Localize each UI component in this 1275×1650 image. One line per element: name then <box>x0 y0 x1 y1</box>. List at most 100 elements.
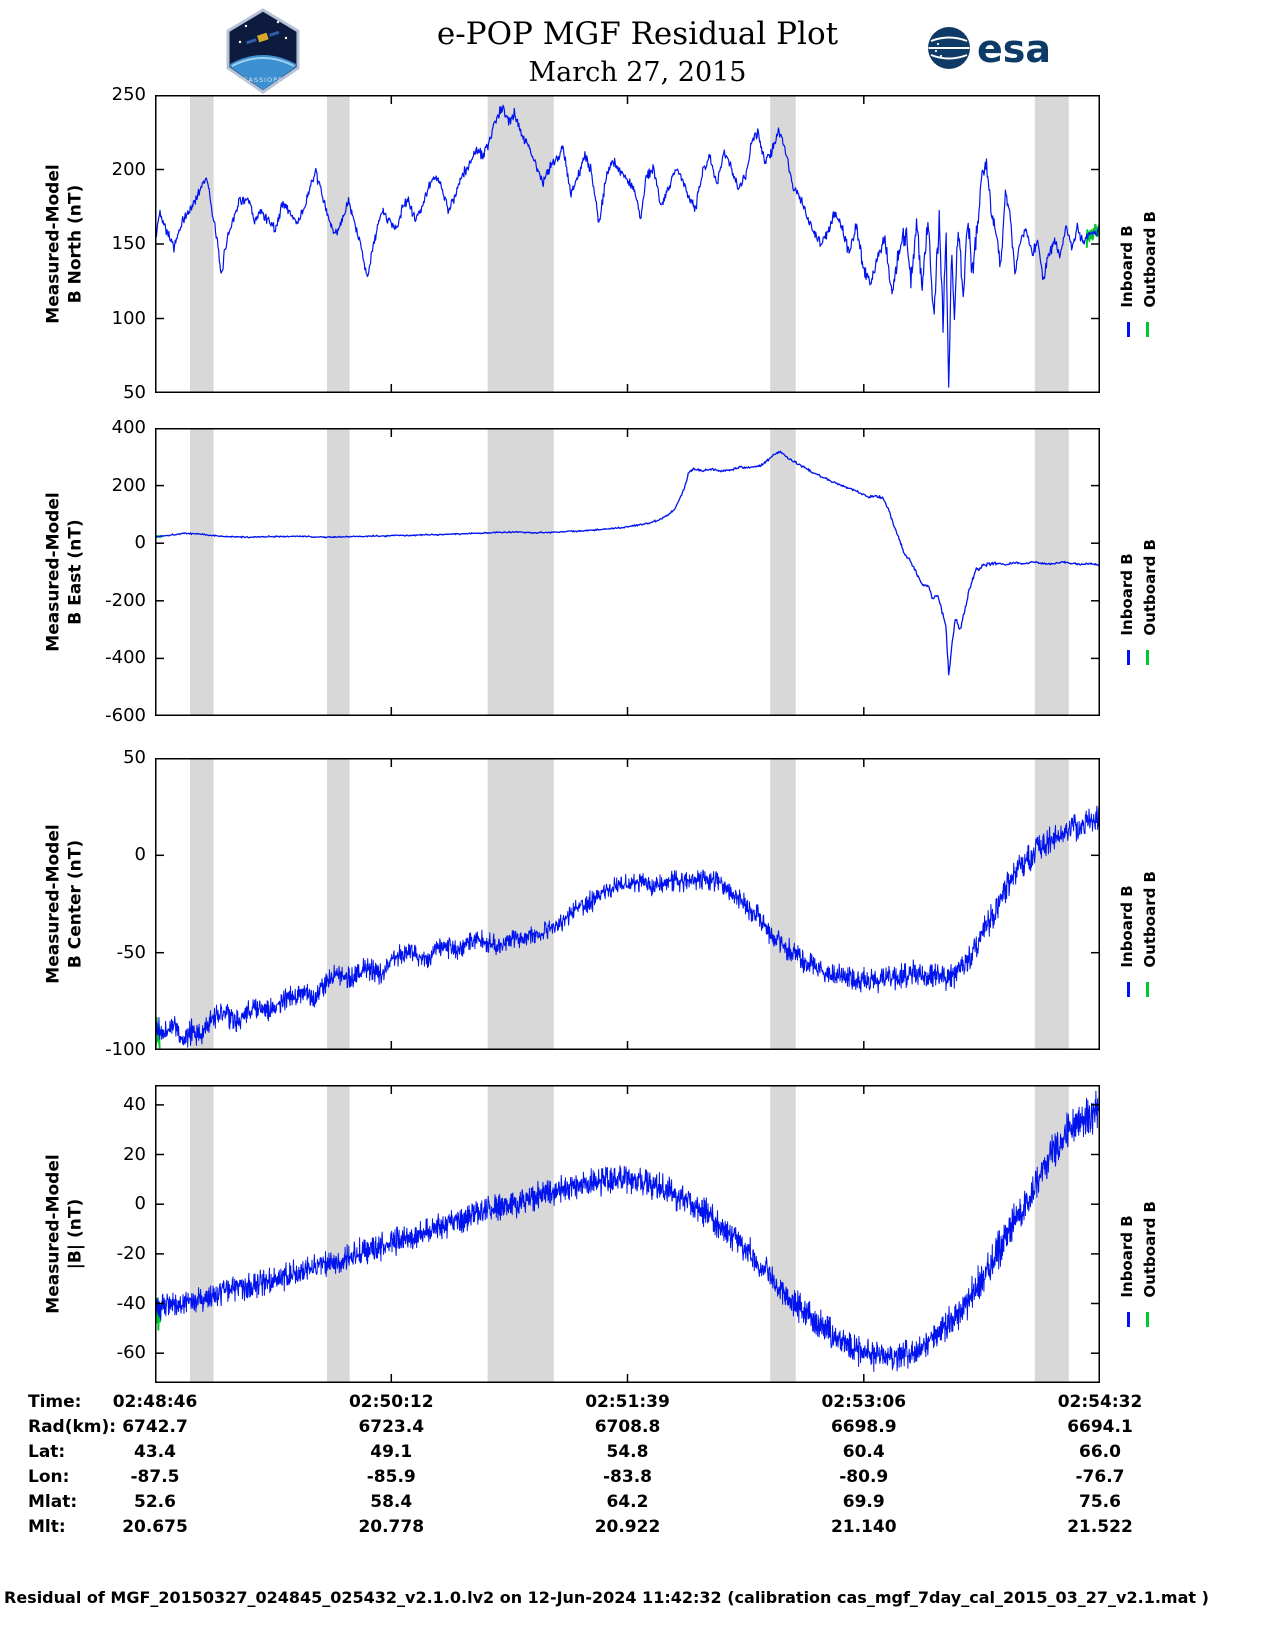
table-cell: 6708.8 <box>594 1417 661 1437</box>
legend-b-center: Inboard B Outboard B <box>1103 758 1173 1050</box>
legend-label-outboard-b: Outboard B <box>1140 539 1159 636</box>
y-tick-label: 40 <box>123 1093 146 1115</box>
esa-logo: esa <box>928 27 1050 71</box>
page-subtitle: March 27, 2015 <box>528 57 747 88</box>
y-tick-label: -60 <box>116 1342 146 1364</box>
table-cell: 58.4 <box>370 1492 413 1512</box>
table-cell: 54.8 <box>606 1442 649 1462</box>
table-cell: 6723.4 <box>358 1417 425 1437</box>
legend-b-north: Inboard B Outboard B <box>1103 95 1173 393</box>
table-cell: 21.522 <box>1067 1517 1133 1537</box>
table-cell: 02:50:12 <box>348 1392 434 1412</box>
y-tick-label: -200 <box>105 589 146 611</box>
table-row-lon: Lon: -87.5 -85.9 -83.8 -80.9 -76.7 <box>0 1467 1275 1492</box>
table-row-label: Mlt: <box>28 1517 66 1537</box>
y-tick-label: 0 <box>134 844 146 866</box>
table-cell: 52.6 <box>134 1492 176 1512</box>
plot-area-b-east <box>155 428 1100 716</box>
y-tick-label: 50 <box>123 382 146 403</box>
legend-label-inboard-b: Inboard B <box>1117 1215 1136 1298</box>
table-cell: -87.5 <box>130 1467 180 1487</box>
satellite-icon <box>246 30 280 45</box>
panel-b-magnitude: Measured-Model |B| (nT) 40 20 0 -20 -40 -60 Inbo… <box>0 1085 1275 1383</box>
table-cell: 02:48:46 <box>112 1392 198 1412</box>
cassiope-earth <box>230 55 296 90</box>
table-cell: 20.675 <box>122 1517 188 1537</box>
star-dot <box>238 40 242 44</box>
table-row-label: Lon: <box>28 1467 70 1487</box>
footer-caption: Residual of MGF_20150327_024845_025432_v… <box>4 1588 1209 1607</box>
table-cell: 6698.9 <box>830 1417 897 1437</box>
table-cell: 69.9 <box>842 1492 885 1512</box>
table-cell: -76.7 <box>1075 1467 1125 1487</box>
inboard-b-trace <box>155 1090 1100 1372</box>
y-tick-label: 0 <box>134 532 146 554</box>
inboard-b-trace <box>155 450 1100 676</box>
y-axis-label-wrap-b-center: Measured-Model B Center (nT) <box>30 758 100 1050</box>
y-axis-label-b-east: Measured-Model B East (nT) <box>44 492 86 652</box>
y-axis-label-wrap-b-magnitude: Measured-Model |B| (nT) <box>30 1085 100 1383</box>
y-tick-label: 0 <box>134 1193 146 1215</box>
y-tick-label: -600 <box>105 705 146 726</box>
legend-marker-inboard-icon <box>1127 321 1130 337</box>
star-dot <box>244 24 248 28</box>
esa-wordmark: esa <box>977 27 1050 71</box>
table-cell: 75.6 <box>1079 1492 1121 1512</box>
table-row-lat: Lat: 43.4 49.1 54.8 60.4 66.0 <box>0 1442 1275 1467</box>
table-cell: 02:54:32 <box>1057 1392 1143 1412</box>
y-tick-label: 20 <box>123 1143 146 1165</box>
legend-marker-outboard-icon <box>1146 321 1149 337</box>
y-axis-label-b-center: Measured-Model B Center (nT) <box>44 824 86 984</box>
table-row-mlt: Mlt: 20.675 20.778 20.922 21.140 21.522 <box>0 1517 1275 1542</box>
table-cell: 6742.7 <box>122 1417 188 1437</box>
panel-b-east: Measured-Model B East (nT) 400 200 0 -200 -400… <box>0 417 1275 726</box>
table-cell: -83.8 <box>603 1467 652 1487</box>
cassiope-label: CASSIOPE <box>243 76 283 84</box>
table-row-label: Time: <box>28 1392 82 1412</box>
y-axis-label-b-magnitude: Measured-Model |B| (nT) <box>44 1154 86 1314</box>
table-cell: 20.778 <box>358 1517 425 1537</box>
y-tick-label: 200 <box>111 158 146 180</box>
legend-label-inboard-b: Inboard B <box>1117 225 1136 308</box>
legend-marker-inboard-icon <box>1127 981 1130 997</box>
legend-b-east: Inboard B Outboard B <box>1103 428 1173 716</box>
table-cell: 43.4 <box>134 1442 176 1462</box>
table-cell: 60.4 <box>842 1442 885 1462</box>
legend-marker-inboard-icon <box>1127 649 1130 665</box>
y-tick-label: -40 <box>116 1292 146 1314</box>
inboard-b-trace <box>155 805 1100 1048</box>
table-row-label: Rad(km): <box>28 1417 117 1437</box>
table-cell: 6694.1 <box>1067 1417 1133 1437</box>
legend-marker-outboard-icon <box>1146 1311 1149 1327</box>
legend-label-outboard-b: Outboard B <box>1140 871 1159 968</box>
plot-area-b-center <box>155 758 1100 1050</box>
page-title: e-POP MGF Residual Plot <box>436 16 839 52</box>
table-row-radkm: Rad(km): 6742.7 6723.4 6708.8 6698.9 6694.1 <box>0 1417 1275 1442</box>
y-axis-label-wrap-b-east: Measured-Model B East (nT) <box>30 428 100 716</box>
table-cell: 49.1 <box>370 1442 413 1462</box>
cassiope-logo: CASSIOPE <box>226 8 300 94</box>
legend-label-outboard-b: Outboard B <box>1140 1201 1159 1298</box>
table-row-time: Time: 02:48:46 02:50:12 02:51:39 02:53:06 02:… <box>0 1392 1275 1417</box>
ephemeris-table: Time: 02:48:46 02:50:12 02:51:39 02:53:06 02:… <box>0 1392 1275 1552</box>
y-tick-label: 400 <box>111 417 146 438</box>
table-cell: 02:53:06 <box>821 1392 907 1412</box>
header-title-block: e-POP MGF Residual Plot March 27, 2015 <box>0 16 1275 88</box>
y-tick-label: 50 <box>123 747 146 768</box>
y-tick-label: 200 <box>111 474 146 496</box>
table-row-label: Mlat: <box>28 1492 78 1512</box>
star-dot <box>284 36 288 40</box>
table-row-label: Lat: <box>28 1442 66 1462</box>
plot-area-b-magnitude <box>155 1085 1100 1383</box>
plot-area-b-north <box>155 95 1100 393</box>
inboard-b-trace <box>155 104 1100 388</box>
legend-marker-outboard-icon <box>1146 649 1149 665</box>
table-row-mlat: Mlat: 52.6 58.4 64.2 69.9 75.6 <box>0 1492 1275 1517</box>
panel-b-north: Measured-Model B North (nT) 250 200 150 100 50… <box>0 84 1275 403</box>
y-axis-label-b-north: Measured-Model B North (nT) <box>44 164 86 324</box>
y-tick-label: -50 <box>116 941 146 963</box>
table-cell: 20.922 <box>594 1517 661 1537</box>
table-cell: 66.0 <box>1079 1442 1121 1462</box>
y-tick-label: 150 <box>111 233 146 254</box>
